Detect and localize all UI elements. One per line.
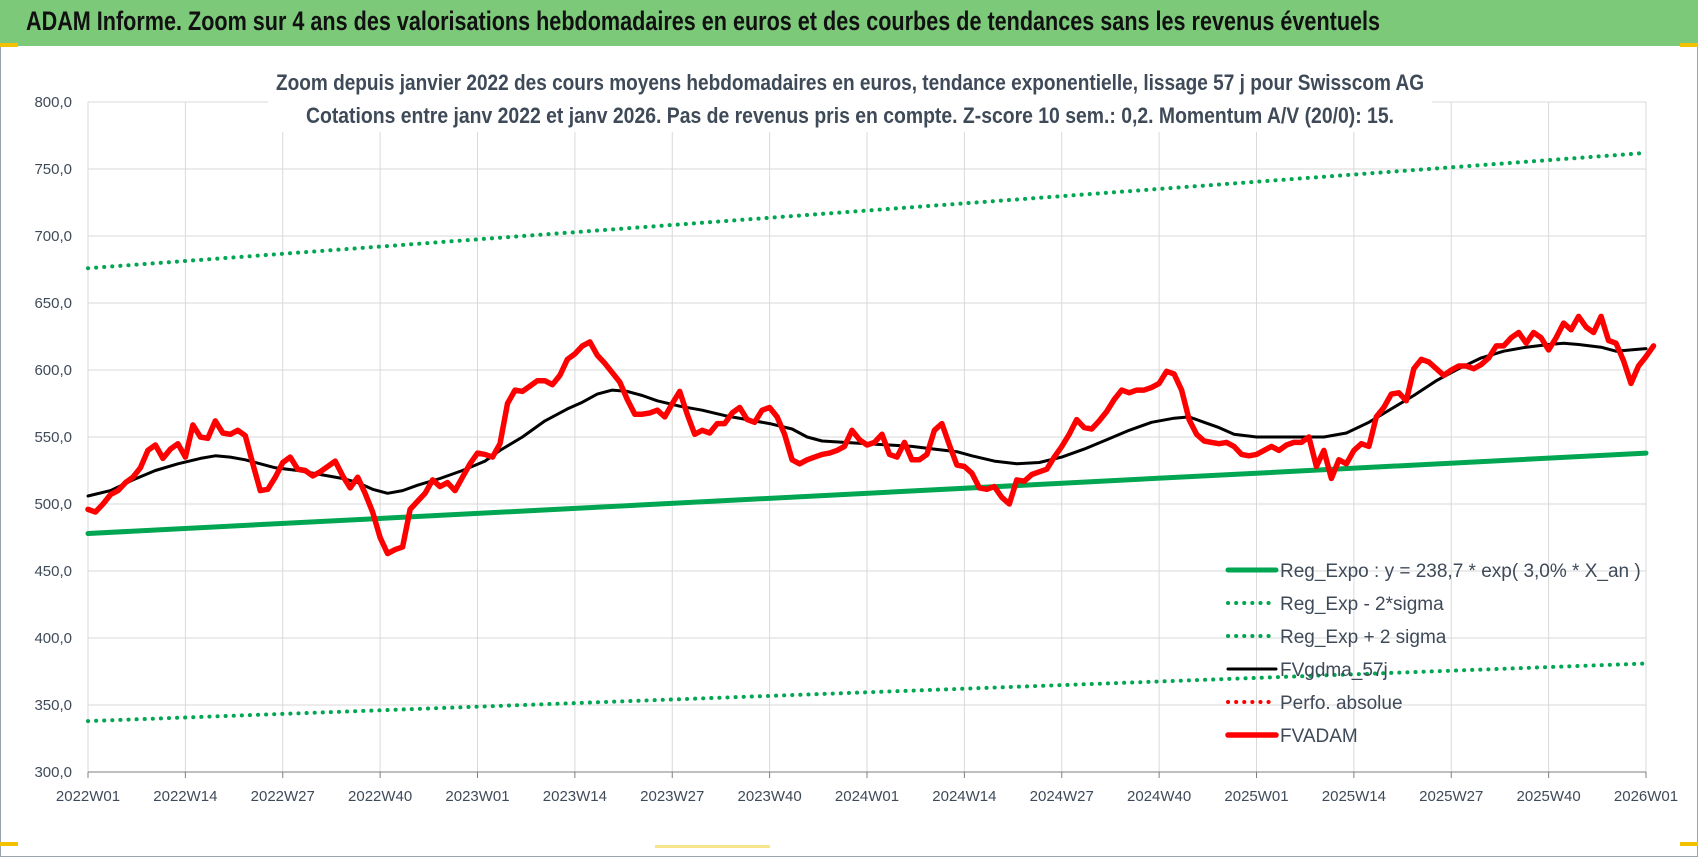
- grid-lines: [87, 101, 1647, 773]
- x-tick-label: 2022W40: [348, 788, 412, 805]
- x-tick-label: 2022W27: [251, 788, 315, 805]
- y-tick-label: 350,0: [34, 697, 72, 714]
- y-tick-label: 600,0: [34, 362, 72, 379]
- series-line-reg-exp-2-sigma: [86, 661, 1648, 724]
- x-tick-label: 2023W27: [640, 788, 704, 805]
- chart-title-line1: Zoom depuis janvier 2022 des cours moyen…: [276, 70, 1424, 95]
- series-line-fvadam: [85, 313, 1657, 557]
- x-tick-label: 2022W14: [153, 788, 217, 805]
- y-tick-label: 500,0: [34, 496, 72, 513]
- x-tick-label: 2023W14: [543, 788, 607, 805]
- y-axis: 300,0 350,0 400,0 450,0 500,0 550,0 600,0 650,0…: [34, 94, 72, 781]
- legend-label: Perfo. absolue: [1280, 693, 1403, 714]
- chart-title-line2: Cotations entre janv 2022 et janv 2026. …: [306, 103, 1394, 128]
- x-tick-label: 2025W27: [1419, 788, 1483, 805]
- x-tick-label: 2024W01: [835, 788, 899, 805]
- series-line-reg-exp-2-sigma: [86, 150, 1648, 271]
- banner-title: ADAM Informe. Zoom sur 4 ans des valoris…: [26, 6, 1381, 36]
- x-tick-label: 2023W40: [738, 788, 802, 805]
- x-tick-label: 2023W01: [445, 788, 509, 805]
- x-axis: 2022W01 2022W14 2022W27 2022W40 2023W01 2023W…: [56, 771, 1678, 805]
- y-tick-label: 550,0: [34, 429, 72, 446]
- corner-accent: [1680, 43, 1698, 47]
- y-tick-label: 300,0: [34, 764, 72, 781]
- corner-accent: [0, 43, 18, 47]
- x-tick-label: 2024W14: [932, 788, 996, 805]
- y-tick-label: 650,0: [34, 295, 72, 312]
- x-tick-label: 2025W14: [1322, 788, 1386, 805]
- x-tick-label: 2024W40: [1127, 788, 1191, 805]
- legend: Reg_Expo : y = 238,7 * exp( 3,0% * X_an …: [1225, 561, 1641, 747]
- title-background: [268, 64, 1432, 132]
- y-tick-label: 800,0: [34, 94, 72, 111]
- legend-label: Reg_Exp - 2*sigma: [1280, 594, 1444, 615]
- x-tick-label: 2022W01: [56, 788, 120, 805]
- x-tick-label: 2026W01: [1614, 788, 1678, 805]
- corner-accent: [1680, 842, 1698, 846]
- y-tick-label: 750,0: [34, 161, 72, 178]
- banner: ADAM Informe. Zoom sur 4 ans des valoris…: [0, 0, 1698, 46]
- legend-label: FVgdma_57j: [1280, 660, 1388, 681]
- legend-label: Reg_Exp + 2 sigma: [1280, 627, 1447, 648]
- bottom-accent: [655, 845, 770, 848]
- series-line-reg-expo-y-238-7-exp-3-0-x-an: [85, 450, 1649, 536]
- series-lines: [85, 150, 1657, 724]
- y-tick-label: 700,0: [34, 228, 72, 245]
- corner-accent: [0, 842, 18, 846]
- y-tick-label: 450,0: [34, 563, 72, 580]
- legend-label: FVADAM: [1280, 726, 1358, 747]
- y-tick-label: 400,0: [34, 630, 72, 647]
- x-tick-label: 2024W27: [1030, 788, 1094, 805]
- x-tick-label: 2025W40: [1517, 788, 1581, 805]
- legend-label: Reg_Expo : y = 238,7 * exp( 3,0% * X_an …: [1280, 561, 1641, 582]
- x-tick-label: 2025W01: [1224, 788, 1288, 805]
